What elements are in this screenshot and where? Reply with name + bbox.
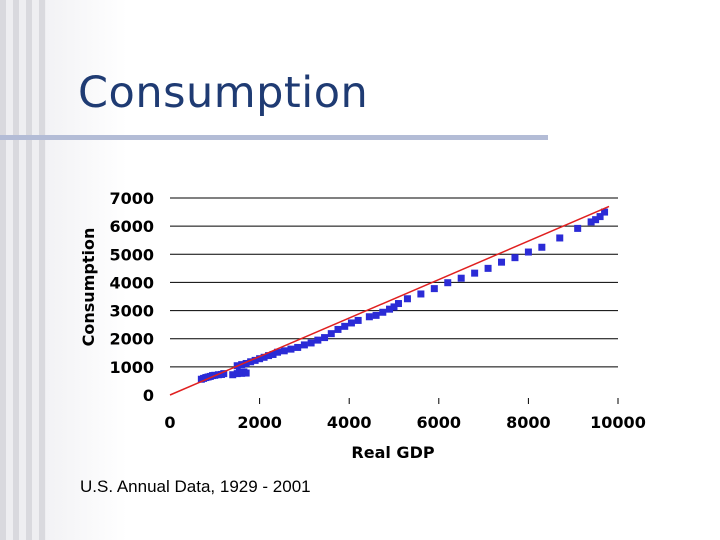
y-tick-label-4000: 4000 <box>109 273 154 292</box>
data-point-44 <box>403 295 411 303</box>
data-point-21 <box>256 355 264 363</box>
data-point-29 <box>300 341 308 349</box>
data-point-57 <box>587 218 595 226</box>
data-point-53 <box>524 248 532 256</box>
data-point-55 <box>556 234 564 242</box>
data-point-25 <box>274 348 282 356</box>
data-point-52 <box>511 254 519 262</box>
data-point-40 <box>379 308 387 316</box>
data-point-38 <box>365 313 373 321</box>
data-point-60 <box>601 208 609 216</box>
x-tick-label-6000: 6000 <box>417 413 462 432</box>
data-point-54 <box>538 243 546 251</box>
data-point-41 <box>386 305 394 313</box>
y-tick-label-2000: 2000 <box>109 330 154 349</box>
y-tick-label-3000: 3000 <box>109 302 154 321</box>
data-caption: U.S. Annual Data, 1929 - 2001 <box>80 477 311 496</box>
data-point-22 <box>260 353 268 361</box>
x-axis-label: Real GDP <box>351 443 434 462</box>
data-point-35 <box>341 322 349 330</box>
data-point-15 <box>242 369 250 377</box>
data-point-27 <box>287 345 295 353</box>
background-fade <box>46 0 720 540</box>
data-point-39 <box>372 311 380 319</box>
x-tick-label-10000: 10000 <box>590 413 646 432</box>
data-point-32 <box>321 334 329 342</box>
data-point-56 <box>574 224 582 232</box>
y-tick-label-1000: 1000 <box>109 358 154 377</box>
slide-title: Consumption <box>78 68 369 118</box>
x-tick-label-0: 0 <box>164 413 175 432</box>
background-stripes <box>0 0 46 540</box>
trend-line <box>169 205 610 396</box>
data-point-30 <box>307 339 315 347</box>
data-point-37 <box>354 316 362 324</box>
y-tick-label-0: 0 <box>143 386 154 405</box>
data-point-48 <box>457 274 465 282</box>
data-point-58 <box>592 216 600 224</box>
data-point-43 <box>394 300 402 308</box>
data-point-50 <box>484 264 492 272</box>
y-axis-label: Consumption <box>79 228 98 347</box>
data-point-47 <box>444 279 452 287</box>
trend-line-group <box>169 205 610 396</box>
data-point-31 <box>314 336 322 344</box>
data-point-46 <box>430 285 438 293</box>
x-tick-label-8000: 8000 <box>506 413 551 432</box>
x-tick-label-2000: 2000 <box>237 413 282 432</box>
title-rule <box>0 135 548 140</box>
data-point-36 <box>347 319 355 327</box>
x-tick-label-4000: 4000 <box>327 413 372 432</box>
data-point-28 <box>294 343 302 351</box>
data-point-45 <box>417 290 425 298</box>
data-point-49 <box>471 269 479 277</box>
data-point-42 <box>390 303 398 311</box>
data-point-34 <box>334 325 342 333</box>
tick-labels: 0 1000 2000 3000 4000 5000 6000 7000 0 2000 4000 60… <box>109 189 645 432</box>
y-tick-label-5000: 5000 <box>109 245 154 264</box>
data-point-51 <box>498 258 506 266</box>
data-point-23 <box>265 352 273 360</box>
data-point-10 <box>229 371 237 379</box>
y-tick-label-6000: 6000 <box>109 217 154 236</box>
data-point-20 <box>251 356 259 364</box>
data-point-9 <box>220 370 228 378</box>
data-point-33 <box>327 330 335 338</box>
data-points <box>197 208 609 383</box>
data-point-26 <box>280 347 288 355</box>
data-point-24 <box>269 350 277 358</box>
data-point-59 <box>596 213 604 221</box>
data-point-18 <box>242 359 250 367</box>
y-tick-label-7000: 7000 <box>109 189 154 208</box>
gridlines <box>170 197 619 404</box>
data-point-19 <box>247 358 255 366</box>
